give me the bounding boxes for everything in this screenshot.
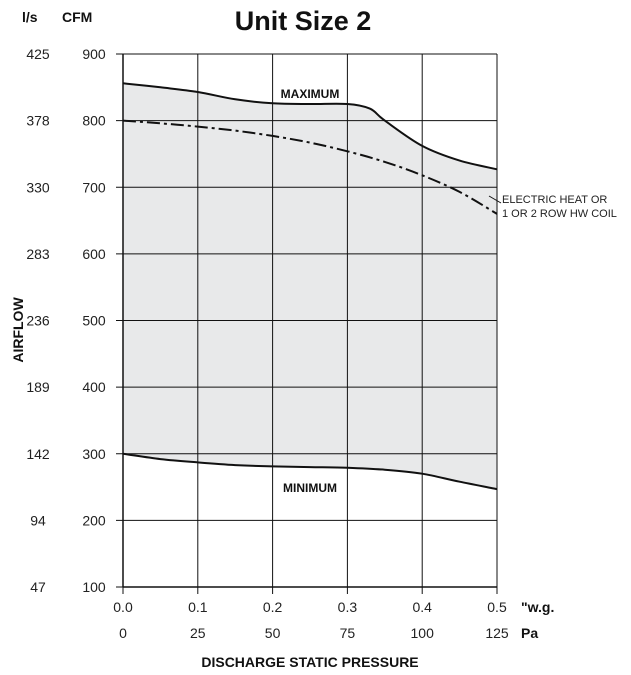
x-unit-wg: "w.g.	[521, 599, 554, 615]
y-tick-label-cfm: 900	[82, 46, 106, 62]
maximum-label: MAXIMUM	[281, 87, 340, 101]
maximum-airflow-curve	[122, 82, 498, 171]
operating-range-band	[123, 83, 497, 490]
chart-title: Unit Size 2	[235, 6, 372, 36]
x-tick-label-wg: 0.0	[113, 599, 133, 615]
y-tick-label-ls: 378	[26, 113, 50, 129]
y-axis-label: AIRFLOW	[10, 297, 26, 363]
y-tick-label-cfm: 800	[82, 113, 106, 129]
x-tick-label-pa: 50	[265, 625, 281, 641]
y-tick-label-cfm: 700	[82, 179, 106, 195]
y-tick-label-cfm: 300	[82, 446, 106, 462]
y-tick-label-ls: 330	[26, 179, 50, 195]
y-tick-label-ls: 47	[30, 579, 46, 595]
x-tick-label-pa: 0	[119, 625, 127, 641]
x-tick-label-pa: 125	[485, 625, 509, 641]
coil-note-line-1: ELECTRIC HEAT OR	[502, 194, 607, 206]
y-unit-ls-header: l/s	[22, 9, 38, 25]
y-unit-cfm-header: CFM	[62, 9, 92, 25]
y-tick-label-ls: 94	[30, 512, 46, 528]
x-tick-label-wg: 0.4	[412, 599, 432, 615]
coil-note-line-2: 1 OR 2 ROW HW COIL	[502, 208, 617, 220]
x-tick-label-wg: 0.5	[487, 599, 507, 615]
y-tick-label-cfm: 500	[82, 313, 106, 329]
x-unit-pa: Pa	[521, 625, 538, 641]
y-tick-label-ls: 236	[26, 313, 50, 329]
minimum-label: MINIMUM	[283, 481, 337, 495]
x-tick-label-wg: 0.1	[188, 599, 208, 615]
y-tick-labels: 47 100 94 200 142 300 189 400 236 500 283 600 330 700…	[26, 46, 106, 595]
x-tick-label-pa: 100	[411, 625, 435, 641]
y-tick-label-ls: 142	[26, 446, 50, 462]
y-tick-label-ls: 189	[26, 379, 50, 395]
grid-lines	[116, 53, 498, 594]
electric-heat-coil-curve	[122, 119, 498, 215]
y-tick-label-ls: 283	[26, 246, 50, 262]
x-tick-label-pa: 75	[340, 625, 356, 641]
x-tick-label-pa: 25	[190, 625, 206, 641]
x-tick-label-wg: 0.2	[263, 599, 283, 615]
x-axis-label: DISCHARGE STATIC PRESSURE	[201, 654, 418, 670]
coil-callout-leader	[488, 195, 502, 204]
y-tick-label-cfm: 600	[82, 246, 106, 262]
x-tick-label-wg: 0.3	[338, 599, 358, 615]
y-tick-label-ls: 425	[26, 46, 50, 62]
x-tick-labels: 0.0 0 0.1 25 0.2 50 0.3 75 0.4 100 0.5 125	[113, 599, 509, 641]
y-tick-label-cfm: 400	[82, 379, 106, 395]
y-tick-label-cfm: 200	[82, 512, 106, 528]
minimum-airflow-curve	[122, 452, 498, 491]
y-tick-label-cfm: 100	[82, 579, 106, 595]
